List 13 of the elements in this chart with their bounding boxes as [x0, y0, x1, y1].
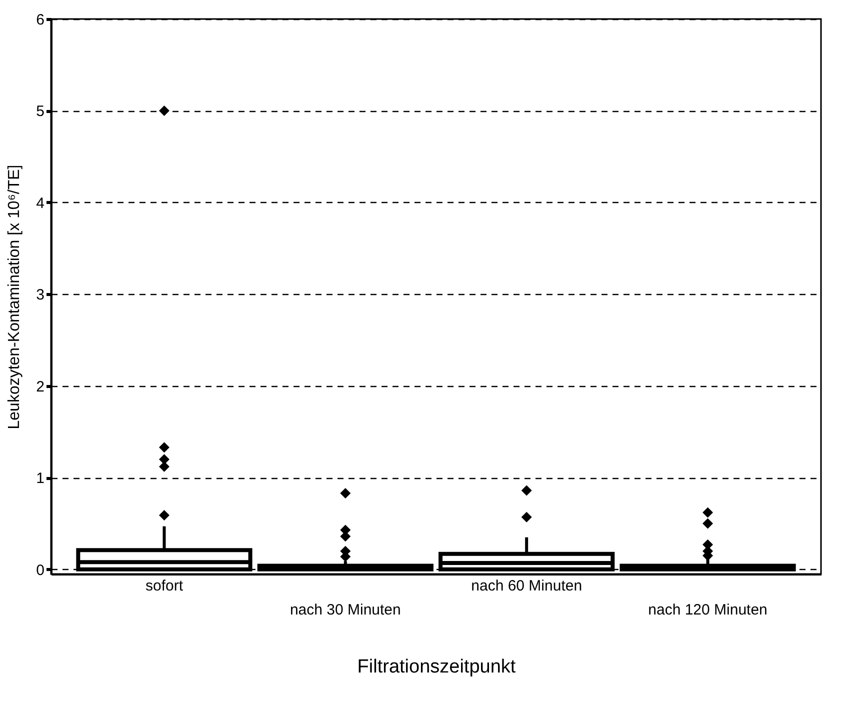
x-axis-title: Filtrationszeitpunkt — [357, 656, 516, 678]
y-tick-label: 1 — [36, 470, 44, 488]
y-axis-title: Leukozyten-Kontamination [x 10⁶/TE] — [6, 164, 24, 430]
y-tick-label: 2 — [36, 378, 44, 396]
x-tick-label: nach 120 Minuten — [648, 602, 768, 618]
y-tick-label: 4 — [36, 194, 44, 212]
y-tick-label: 3 — [36, 286, 44, 304]
y-tick-label: 0 — [36, 562, 44, 579]
y-tick-label: 5 — [36, 103, 44, 120]
y-tick-label: 6 — [36, 12, 44, 28]
x-tick-label: nach 30 Minuten — [290, 602, 401, 618]
x-tick-label: sofort — [145, 578, 184, 594]
x-tick-label: nach 60 Minuten — [471, 578, 582, 594]
